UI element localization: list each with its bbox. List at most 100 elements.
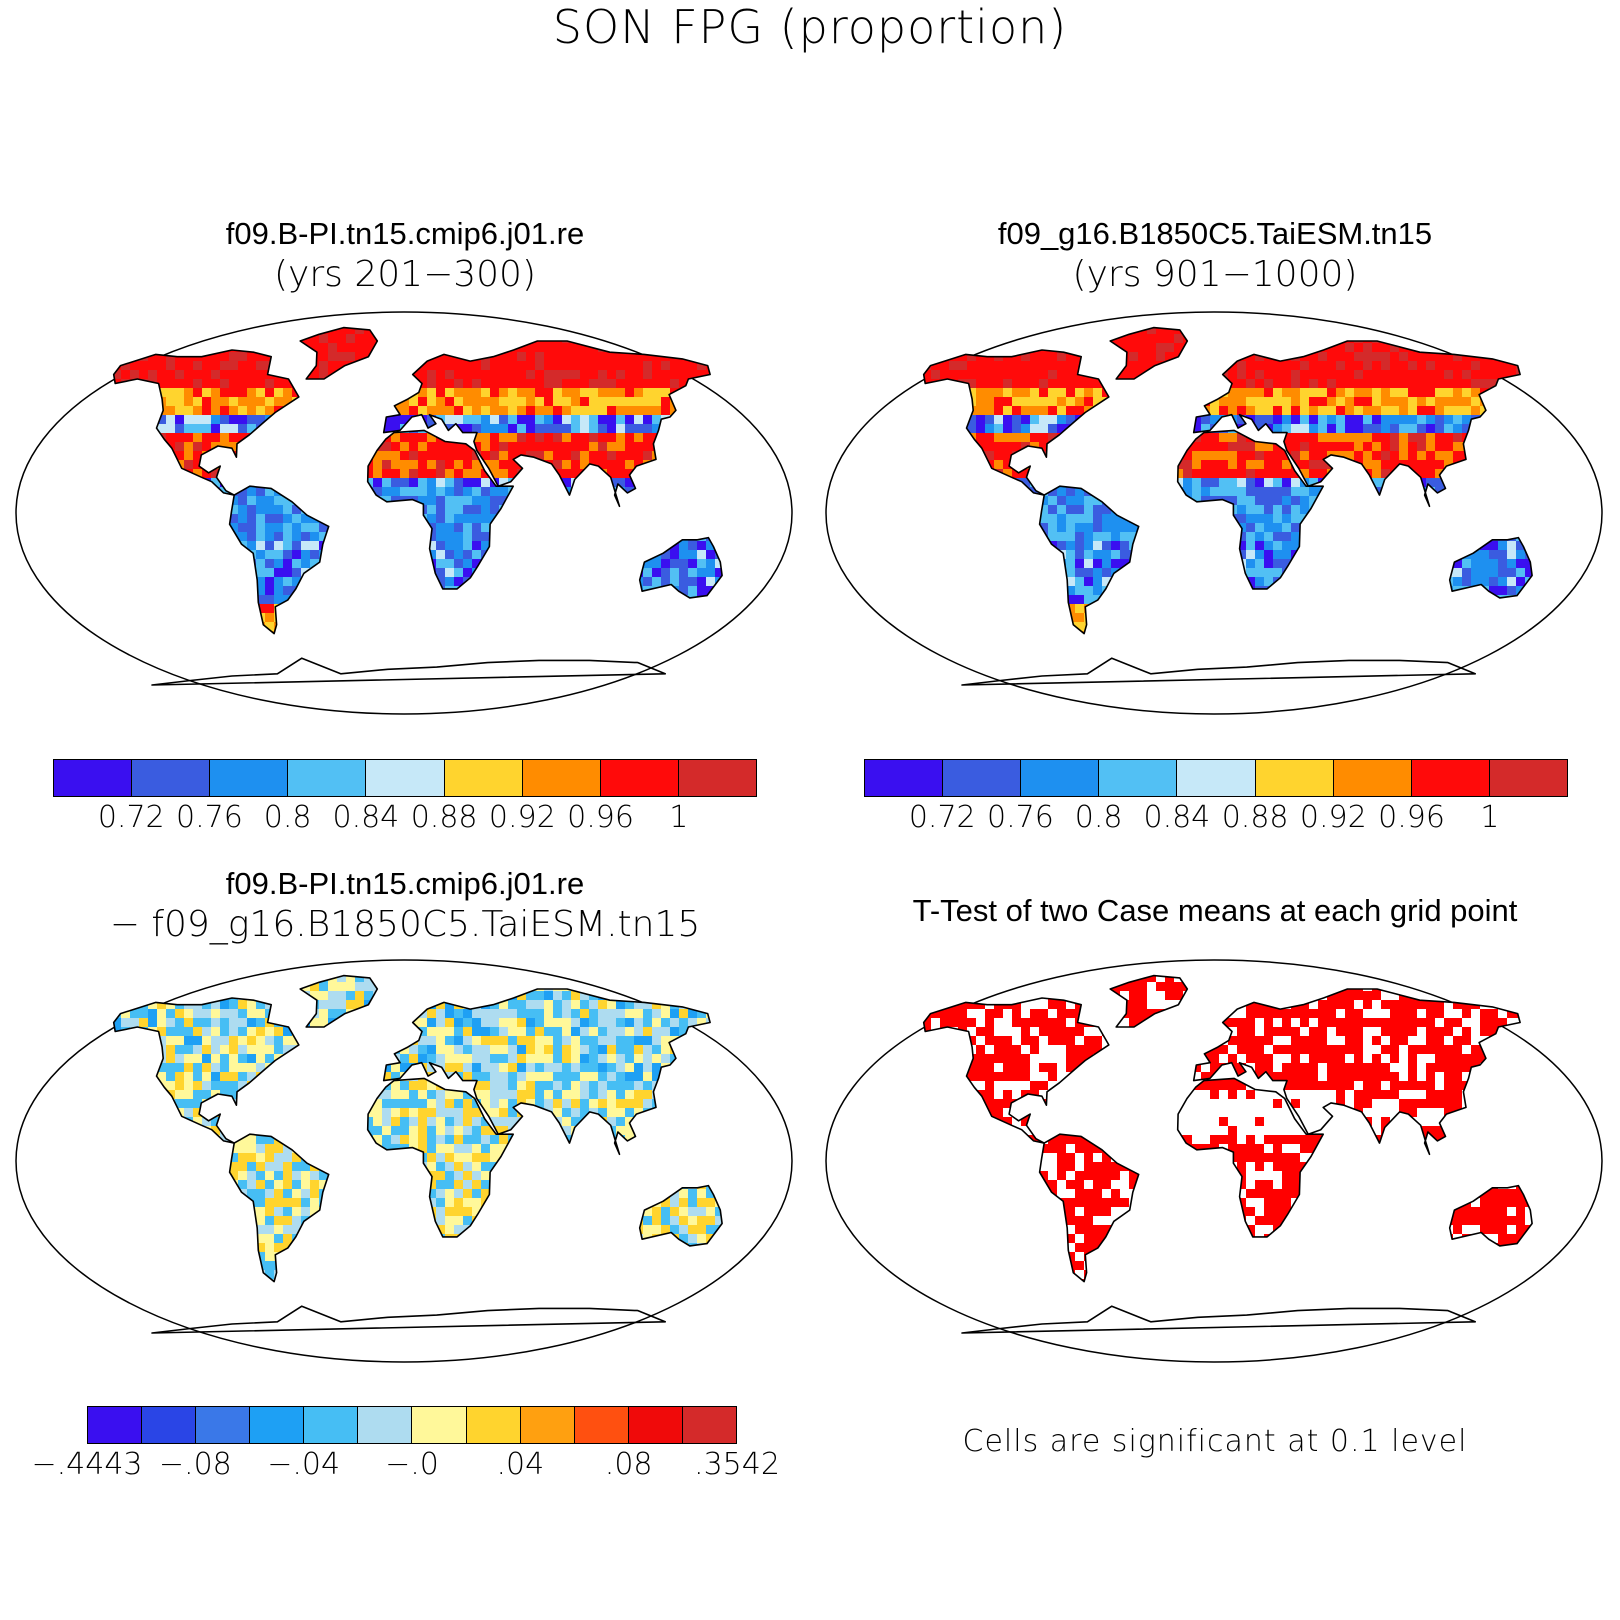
panel-3-title: f09.B-PI.tn15.cmip6.j01.re xyxy=(225,866,585,901)
coastline-australia xyxy=(1448,536,1533,599)
colorbar-swatch xyxy=(1255,760,1334,796)
colorbar-tick-label: 0.96 xyxy=(1378,800,1445,835)
coastline-africa xyxy=(1176,1077,1324,1238)
colorbar-swatch xyxy=(600,760,679,796)
coastline-africa xyxy=(1176,429,1324,590)
panel-2-subtitle: (yrs 901−1000) xyxy=(1072,254,1358,295)
colorbar-tick-label: 0.8 xyxy=(263,800,312,835)
colorbar-swatch xyxy=(574,1407,629,1443)
panel-2-title: f09_g16.B1850C5.TaiESM.tn15 xyxy=(997,216,1433,251)
colorbar-tick-label: 0.84 xyxy=(332,800,400,835)
colorbar-swatch xyxy=(1099,760,1178,796)
coastline-greenland xyxy=(1109,974,1189,1028)
colorbar-tick-label: 1 xyxy=(669,800,689,835)
colorbar-swatch xyxy=(412,1407,467,1443)
coastline-north-america xyxy=(922,349,1110,496)
panel-2-colorbar xyxy=(864,759,1568,797)
coastline-greenland xyxy=(299,326,379,380)
colorbar-swatch xyxy=(865,760,944,796)
colorbar-swatch xyxy=(1177,760,1256,796)
coastline-antarctica xyxy=(961,1305,1476,1334)
map-svg xyxy=(15,959,793,1363)
panel-4-map xyxy=(814,955,1614,1367)
coastline-antarctica xyxy=(961,657,1476,686)
colorbar-tick-label: .08 xyxy=(604,1447,653,1482)
panel-1-colorbar xyxy=(53,759,757,797)
colorbar-swatch xyxy=(522,760,601,796)
coastline-south-america xyxy=(228,485,330,635)
coastline-greenland xyxy=(1109,326,1189,380)
coastline-north-america xyxy=(112,997,300,1144)
panel-2-map xyxy=(814,307,1614,719)
colorbar-swatch xyxy=(88,1407,143,1443)
colorbar-swatch xyxy=(678,760,756,796)
colorbar-tick-label: 0.76 xyxy=(987,800,1054,835)
panel-3-map xyxy=(4,955,804,1367)
coastline-eurasia xyxy=(382,340,711,508)
colorbar-tick-label: −.04 xyxy=(267,1447,341,1482)
panel-4-title: T-Test of two Case means at each grid po… xyxy=(912,893,1518,928)
colorbar-swatch xyxy=(1021,760,1100,796)
colorbar-swatch xyxy=(628,1407,683,1443)
colorbar-tick-label: 0.88 xyxy=(410,800,478,835)
map-svg xyxy=(825,959,1603,1363)
colorbar-swatch xyxy=(682,1407,736,1443)
colorbar-swatch xyxy=(358,1407,413,1443)
colorbar-tick-label: 0.88 xyxy=(1221,800,1289,835)
coastline-south-america xyxy=(1038,1133,1140,1283)
significance-note: Cells are significant at 0.1 level xyxy=(962,1424,1468,1459)
colorbar-tick-label: 1 xyxy=(1480,800,1500,835)
colorbar-tick-label: .04 xyxy=(496,1447,545,1482)
colorbar-swatch xyxy=(132,760,211,796)
colorbar-swatch xyxy=(1411,760,1490,796)
panel-2-colorbar-labels: 0.72 0.76 0.8 0.84 0.88 0.92 0.96 1 xyxy=(864,800,1568,840)
coastline-north-america xyxy=(112,349,300,496)
coastline-south-america xyxy=(1038,485,1140,635)
colorbar-swatch xyxy=(288,760,367,796)
colorbar-swatch xyxy=(520,1407,575,1443)
figure-title: SON FPG (proportion) xyxy=(552,0,1068,54)
panel-1-colorbar-labels: 0.72 0.76 0.8 0.84 0.88 0.92 0.96 1 xyxy=(53,800,757,840)
coastline-australia xyxy=(1448,1184,1533,1247)
coastline-australia xyxy=(638,536,723,599)
colorbar-swatch xyxy=(250,1407,305,1443)
colorbar-swatch xyxy=(210,760,289,796)
colorbar-tick-label: −.08 xyxy=(158,1447,232,1482)
coastline-eurasia xyxy=(382,988,711,1156)
colorbar-tick-label: 0.72 xyxy=(97,800,165,835)
map-svg xyxy=(15,311,793,715)
colorbar-tick-label: −.0 xyxy=(385,1447,439,1482)
colorbar-swatch xyxy=(943,760,1022,796)
coastline-south-america xyxy=(228,1133,330,1283)
colorbar-swatch xyxy=(444,760,523,796)
map-svg xyxy=(825,311,1603,715)
colorbar-tick-label: 0.92 xyxy=(1299,800,1367,835)
coastline-greenland xyxy=(299,974,379,1028)
colorbar-tick-label: .3542 xyxy=(694,1447,780,1482)
colorbar-tick-label: 0.72 xyxy=(908,800,976,835)
colorbar-swatch xyxy=(196,1407,251,1443)
panel-3-subtitle: − f09_g16.B1850C5.TaiESM.tn15 xyxy=(109,904,701,945)
colorbar-swatch xyxy=(366,760,445,796)
coastline-antarctica xyxy=(151,1305,666,1334)
coastline-eurasia xyxy=(1192,340,1521,508)
coastline-africa xyxy=(366,429,514,590)
colorbar-tick-label: −.4443 xyxy=(31,1447,143,1482)
colorbar-tick-label: 0.96 xyxy=(567,800,634,835)
panel-1-map xyxy=(4,307,804,719)
colorbar-tick-label: 0.84 xyxy=(1143,800,1211,835)
panel-1-title: f09.B-PI.tn15.cmip6.j01.re xyxy=(225,216,585,251)
colorbar-tick-label: 0.8 xyxy=(1074,800,1123,835)
colorbar-swatch xyxy=(142,1407,197,1443)
colorbar-swatch xyxy=(54,760,133,796)
coastline-north-america xyxy=(922,997,1110,1144)
coastline-eurasia xyxy=(1192,988,1521,1156)
panel-3-colorbar-labels: −.4443 −.08 −.04 −.0 .04 .08 .3542 xyxy=(31,1447,779,1487)
colorbar-swatch xyxy=(1489,760,1567,796)
coastline-africa xyxy=(366,1077,514,1238)
colorbar-tick-label: 0.92 xyxy=(488,800,556,835)
colorbar-swatch xyxy=(466,1407,521,1443)
colorbar-tick-label: 0.76 xyxy=(176,800,243,835)
panel-3-colorbar xyxy=(87,1406,737,1444)
colorbar-swatch xyxy=(1333,760,1412,796)
